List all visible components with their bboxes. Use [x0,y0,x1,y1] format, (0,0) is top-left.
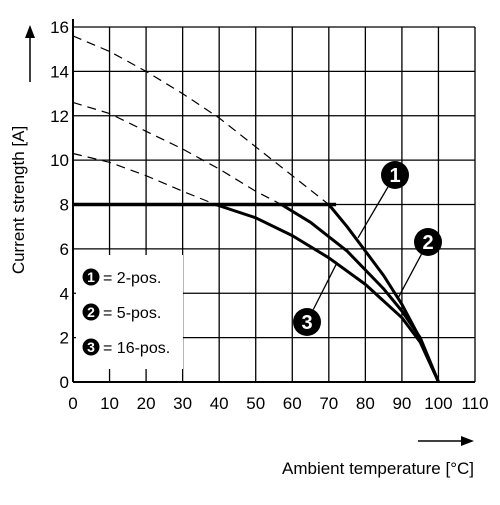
y-axis-arrowhead [25,25,35,38]
legend-label: = 2-pos. [103,270,161,287]
y-tick-label: 8 [60,196,69,215]
x-tick-label: 40 [210,394,229,413]
x-tick-label: 50 [246,394,265,413]
x-tick-label: 90 [392,394,411,413]
callouts: 1 2 3 [293,161,442,336]
y-tick-label: 4 [60,284,69,303]
x-axis-title: Ambient temperature [°C] [282,459,474,478]
x-tick-label: 10 [100,394,119,413]
y-tick-label: 10 [50,151,69,170]
axes: 0 10 20 30 40 50 60 70 80 90 100 1100246810121416Am… [9,18,489,478]
x-tick-label: 100 [424,394,452,413]
y-tick-label: 0 [60,373,69,392]
y-tick-label: 12 [50,107,69,126]
legend-badge-number: 1 [87,269,95,285]
x-tick-label: 20 [137,394,156,413]
callout-badge-number: 1 [389,165,400,187]
x-tick-label: 110 [461,394,488,413]
callout-badge-1 [381,161,409,189]
series-2-derating-line [280,203,440,383]
callout-leader-2 [397,254,422,298]
callout-badge-number: 3 [301,312,312,334]
legend-badge-3 [82,338,100,356]
series-1-dashed-line [72,35,330,205]
legend-badge-number: 3 [87,339,95,355]
callout-badge-2 [414,228,442,256]
legend: 1 = 2-pos. 2 = 5-pos. 3 = 16-pos. [76,255,183,369]
series-3-dashed-line [72,152,216,206]
callout-leader-1 [357,186,389,239]
x-tick-label: 0 [68,394,77,413]
callout-leader-3 [312,264,337,310]
callout-badge-3 [293,308,321,336]
x-tick-label: 80 [356,394,375,413]
y-tick-label: 14 [50,62,69,81]
x-axis-arrowhead [461,436,474,446]
series [72,35,440,383]
legend-badge-1 [82,268,100,286]
series-3-derating-line [215,203,440,383]
legend-badge-2 [82,303,100,321]
x-tick-label: 30 [173,394,192,413]
callout-badge-number: 2 [422,232,433,254]
series-2-dashed-line [72,101,282,206]
legend-badge-number: 2 [87,304,95,320]
legend-label: = 16-pos. [103,340,170,357]
y-tick-label: 2 [60,329,69,348]
y-axis-title: Current strength [A] [9,126,28,274]
legend-label: = 5-pos. [103,305,161,322]
x-tick-label: 70 [319,394,338,413]
y-tick-label: 6 [60,240,69,259]
y-tick-label: 16 [50,18,69,37]
x-tick-label: 60 [283,394,302,413]
